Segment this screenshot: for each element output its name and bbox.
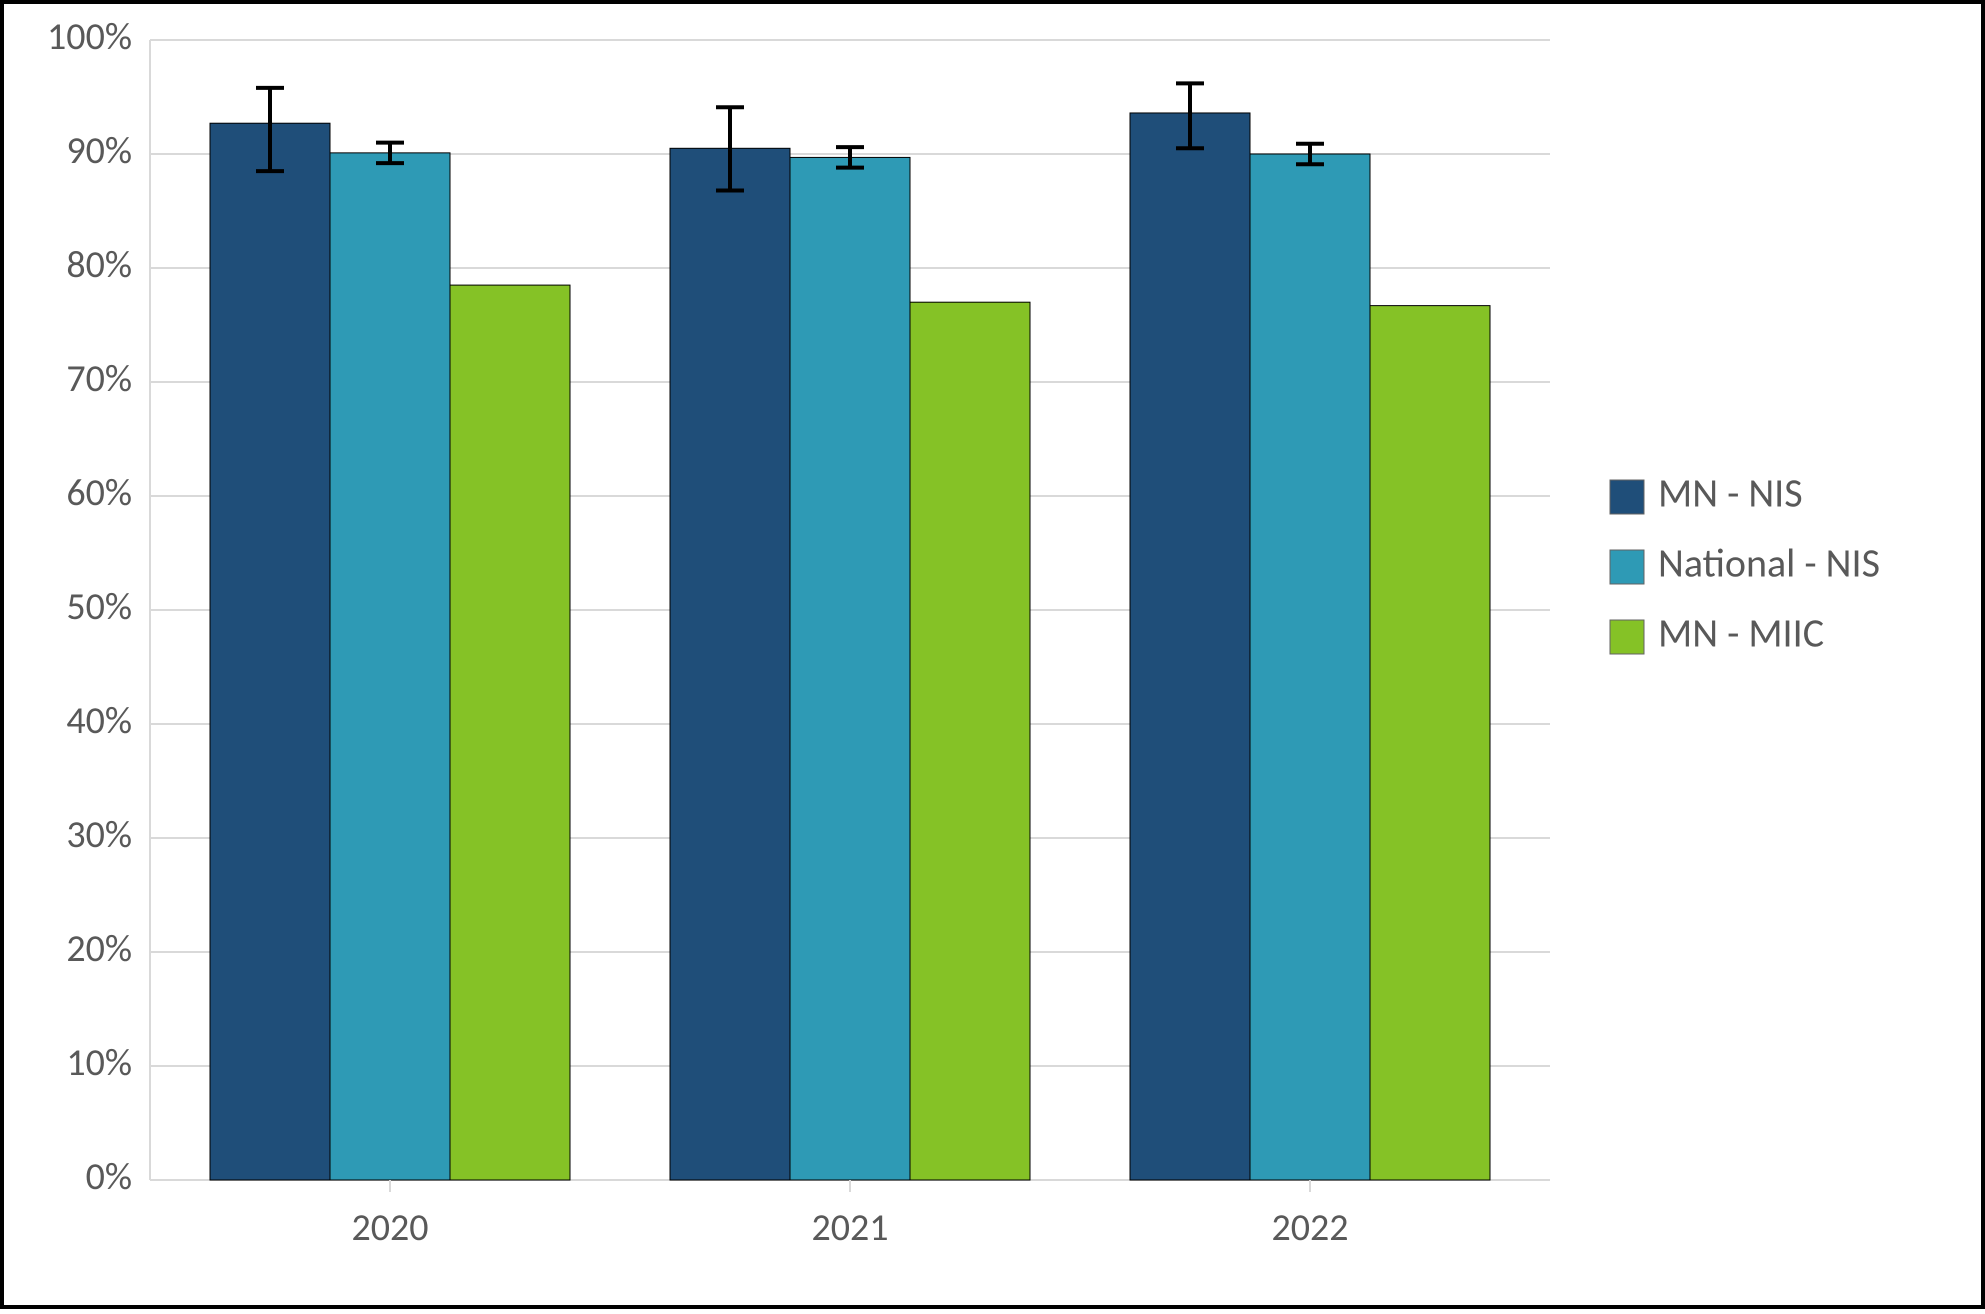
- legend-swatch: [1610, 550, 1644, 584]
- legend-swatch: [1610, 480, 1644, 514]
- y-tick-label: 50%: [66, 584, 132, 630]
- legend-swatch: [1610, 620, 1644, 654]
- bar: [1370, 306, 1490, 1180]
- bar: [330, 153, 450, 1180]
- bar: [1130, 113, 1250, 1180]
- bar: [1250, 154, 1370, 1180]
- y-tick-label: 60%: [66, 470, 132, 516]
- y-tick-label: 10%: [66, 1040, 132, 1086]
- y-tick-label: 40%: [66, 698, 132, 744]
- chart-container: 0% 10% 20% 30% 40% 50% 60% 70% 80% 90% 100% 2020 202…: [0, 0, 1985, 1314]
- x-tick-label: 2020: [351, 1205, 428, 1251]
- bar: [910, 302, 1030, 1180]
- legend-label: MN - NIS: [1658, 469, 1803, 518]
- y-tick-label: 30%: [66, 812, 132, 858]
- y-tick-label: 80%: [66, 242, 132, 288]
- x-tick-label: 2021: [811, 1205, 888, 1251]
- legend-label: MN - MIIC: [1658, 609, 1824, 658]
- y-tick-label: 100%: [47, 14, 132, 60]
- legend-label: National - NIS: [1658, 539, 1880, 588]
- bar-chart: 0% 10% 20% 30% 40% 50% 60% 70% 80% 90% 100% 2020 202…: [0, 0, 1985, 1309]
- bar: [450, 285, 570, 1180]
- bar: [790, 157, 910, 1180]
- y-tick-label: 70%: [66, 356, 132, 402]
- x-tick-label: 2022: [1271, 1205, 1348, 1251]
- y-tick-label: 90%: [66, 128, 132, 174]
- bar: [670, 148, 790, 1180]
- y-tick-label: 0%: [86, 1154, 132, 1200]
- bar: [210, 123, 330, 1180]
- y-tick-label: 20%: [66, 926, 132, 972]
